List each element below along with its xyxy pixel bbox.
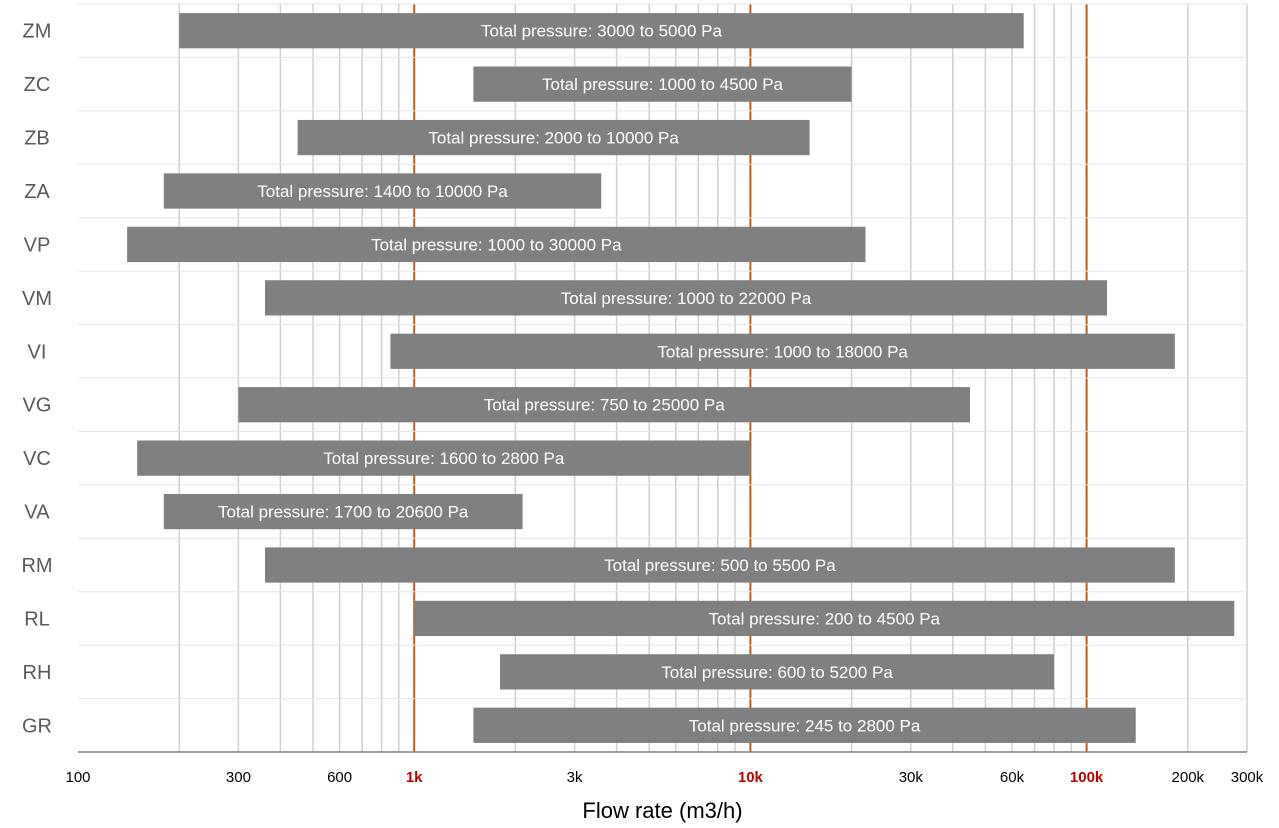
bars-layer: Total pressure: 3000 to 5000 Pa Total pre…: [127, 13, 1235, 743]
x-tick-labels: 100 300 600 1k 3k 10k 30k 60k 100k 200k 300k: [65, 769, 1263, 786]
bar-vm: Total pressure: 1000 to 22000 Pa: [265, 280, 1107, 316]
bar-zm: Total pressure: 3000 to 5000 Pa: [179, 13, 1024, 49]
x-tick-label: 3k: [567, 769, 583, 786]
category-label: ZA: [24, 181, 50, 203]
category-label: VP: [24, 234, 51, 256]
bar-rect: [390, 333, 1175, 369]
x-tick-label: 100: [65, 769, 90, 786]
bar-vp: Total pressure: 1000 to 30000 Pa: [127, 226, 866, 263]
x-tick-label: 300k: [1231, 769, 1264, 786]
x-axis-title: Flow rate (m3/h): [582, 798, 742, 823]
category-label: VC: [23, 448, 51, 470]
x-tick-label: 600: [327, 769, 352, 786]
category-label: VA: [24, 502, 50, 524]
bar-rect: [238, 387, 971, 423]
bar-label: Total pressure: 245 to 2800 Pa: [689, 716, 921, 735]
bar-rect: [473, 66, 852, 102]
x-tick-label: 30k: [899, 769, 924, 786]
bar-rect: [163, 493, 523, 530]
bar-label: Total pressure: 200 to 4500 Pa: [708, 609, 940, 628]
bar-rect: [127, 226, 866, 263]
x-tick-label: 300: [226, 769, 251, 786]
row-separators: [78, 3, 1247, 753]
bar-rect: [297, 119, 810, 156]
bar-rect: [473, 707, 1136, 743]
category-label: ZM: [23, 21, 52, 43]
bar-rect: [163, 173, 602, 209]
bar-vg: Total pressure: 750 to 25000 Pa: [238, 387, 971, 423]
category-label: VI: [28, 341, 47, 363]
x-tick-label: 200k: [1172, 769, 1205, 786]
bar-rect: [414, 600, 1235, 637]
bar-rm: Total pressure: 500 to 5500 Pa: [265, 547, 1175, 583]
bar-label: Total pressure: 1000 to 4500 Pa: [542, 75, 784, 94]
bar-label: Total pressure: 1600 to 2800 Pa: [323, 449, 565, 468]
x-tick-label: 1k: [406, 769, 423, 786]
bar-rect: [265, 547, 1175, 583]
bar-rect: [265, 280, 1107, 316]
bar-label: Total pressure: 2000 to 10000 Pa: [428, 129, 679, 148]
bar-zb: Total pressure: 2000 to 10000 Pa: [297, 119, 810, 156]
bar-gr: Total pressure: 245 to 2800 Pa: [473, 707, 1136, 743]
category-label: RH: [23, 662, 52, 684]
bar-zc: Total pressure: 1000 to 4500 Pa: [473, 66, 852, 102]
x-tick-label: 10k: [738, 769, 764, 786]
category-label: VM: [22, 288, 52, 310]
category-label: VG: [23, 395, 52, 417]
category-label: RL: [24, 608, 50, 630]
bar-label: Total pressure: 1000 to 22000 Pa: [561, 289, 812, 308]
bar-label: Total pressure: 750 to 25000 Pa: [484, 396, 726, 415]
x-tick-label: 60k: [1000, 769, 1025, 786]
bar-rect: [137, 440, 751, 476]
bar-label: Total pressure: 1400 to 10000 Pa: [257, 182, 508, 201]
category-label: GR: [22, 715, 52, 737]
bar-vc: Total pressure: 1600 to 2800 Pa: [137, 440, 751, 476]
category-labels: ZM ZC ZB ZA VP VM VI VG VC VA RM RL RH GR: [21, 21, 52, 738]
bar-label: Total pressure: 1000 to 30000 Pa: [371, 235, 622, 254]
x-tick-label: 100k: [1070, 769, 1104, 786]
bar-rect: [500, 654, 1055, 690]
bar-vi: Total pressure: 1000 to 18000 Pa: [390, 333, 1175, 369]
bar-rect: [179, 13, 1024, 49]
bar-rh: Total pressure: 600 to 5200 Pa: [500, 654, 1055, 690]
bar-rl: Total pressure: 200 to 4500 Pa: [414, 600, 1235, 637]
bar-label: Total pressure: 1000 to 18000 Pa: [657, 342, 908, 361]
bar-label: Total pressure: 1700 to 20600 Pa: [218, 503, 469, 522]
category-label: RM: [21, 555, 52, 577]
category-label: ZB: [24, 128, 50, 150]
bar-label: Total pressure: 600 to 5200 Pa: [661, 663, 893, 682]
bar-va: Total pressure: 1700 to 20600 Pa: [163, 493, 523, 530]
bar-za: Total pressure: 1400 to 10000 Pa: [163, 173, 602, 209]
category-label: ZC: [24, 74, 51, 96]
bar-label: Total pressure: 500 to 5500 Pa: [604, 556, 836, 575]
bar-label: Total pressure: 3000 to 5000 Pa: [481, 22, 723, 41]
